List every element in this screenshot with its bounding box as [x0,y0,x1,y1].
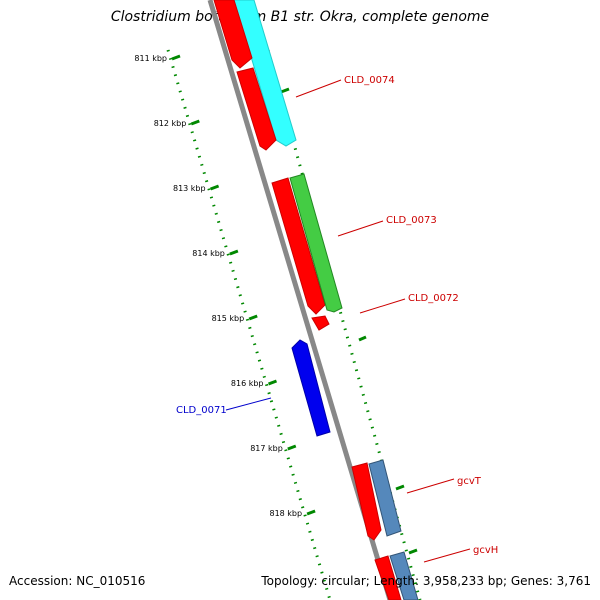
gene-feature-green [289,173,343,313]
inner-tick [280,87,290,94]
gene-label-gcvt: gcvT [457,476,482,487]
ruler-label: 818 kbp [269,509,302,518]
ruler-label: 816 kbp [231,379,264,388]
ruler-tick [190,119,200,126]
ruler-tick [248,314,258,321]
ruler-tick [210,184,220,191]
label-line-cld-0074 [295,79,342,98]
ruler-tick [171,54,181,61]
inner-tick [358,335,367,342]
label-line-cld-0073 [337,220,384,237]
ruler-label: 817 kbp [250,444,283,453]
gene-label-gcvh: gcvH [473,545,498,556]
gene-feature-gcvt [351,462,382,541]
ruler-label: 814 kbp [192,249,225,258]
label-line-gcvh [423,548,471,563]
gene-label-cld-0074: CLD_0074 [344,75,395,86]
genome-summary-text: Topology: circular; Length: 3,958,233 bp… [261,574,591,588]
gene-label-cld-0071: CLD_0071 [176,405,227,416]
ruler-label: 813 kbp [173,184,206,193]
ruler-tick [267,379,278,386]
inner-tick [408,548,418,555]
inner-ticks [280,87,418,555]
map-title: Clostridium botulinum B1 str. Okra, comp… [110,9,490,25]
ruler-tick [287,444,297,451]
gene-feature-cld-0072 [311,315,330,331]
ruler-label: 815 kbp [212,314,245,323]
ruler-label: 811 kbp [134,54,167,63]
ruler-label: 812 kbp [154,119,187,128]
gene-label-cld-0072: CLD_0072 [408,293,459,304]
label-line-gcvt [406,478,455,494]
label-line-cld-0072 [359,298,406,314]
gene-feature-cld-0073 [271,177,326,315]
gene-feature-gcvh [374,555,402,600]
ruler-tick [306,509,316,516]
inner-tick [395,484,405,491]
gene-label-cld-0073: CLD_0073 [386,215,437,226]
gene-feature-cld-0074 [236,67,277,151]
gene-feature-gcvt-steelblue [368,459,402,537]
gene-feature-cld-0071 [291,339,331,437]
label-line-cld-0071 [225,397,272,411]
gene-feature-red [213,0,253,69]
ruler-tick [229,249,239,256]
gene-feature-gcvh-steelblue [389,551,419,600]
accession-text: Accession: NC_010516 [9,574,146,588]
ruler-ticks: 811 kbp 812 kbp 813 kbp 814 kbp 815 kbp 816 k… [134,54,316,518]
